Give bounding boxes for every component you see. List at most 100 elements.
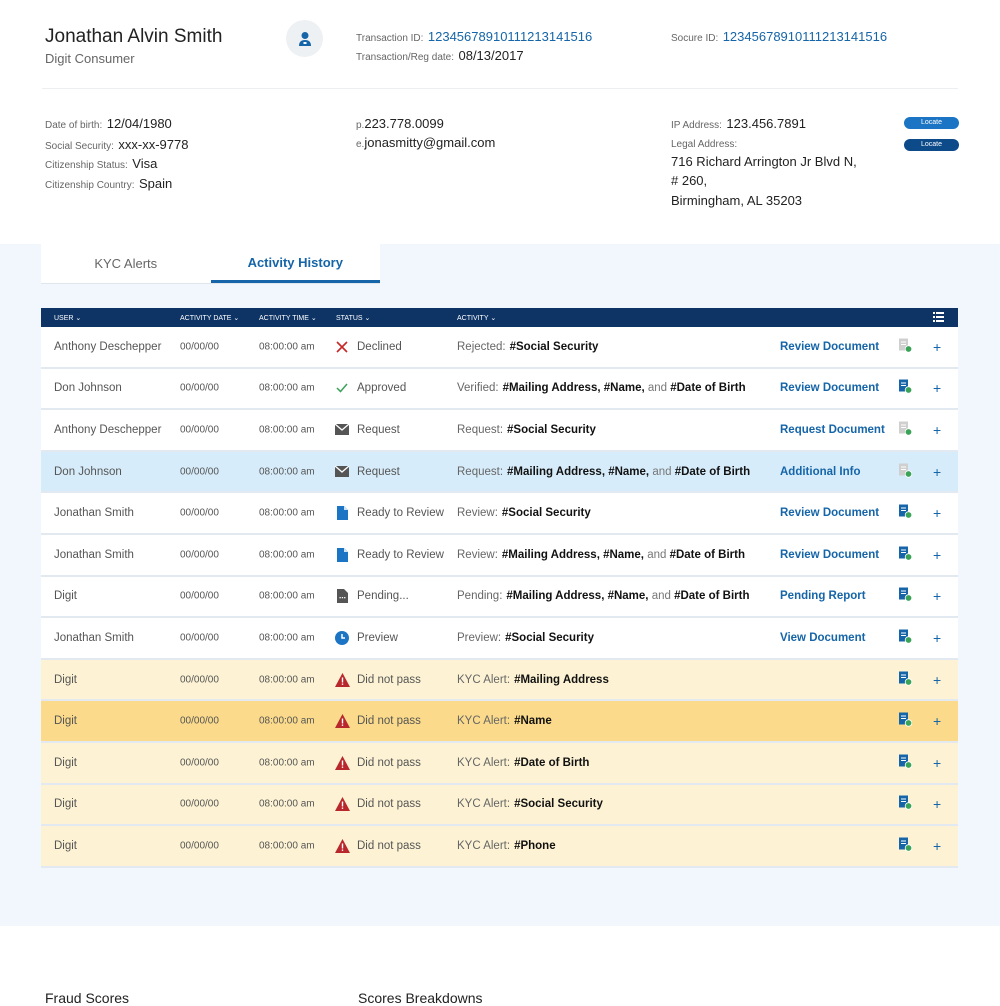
expand-plus-icon[interactable]: +	[933, 629, 942, 646]
action-link[interactable]: Pending Report	[780, 590, 866, 603]
column-activity-time[interactable]: ACTIVITY TIME ⌄	[259, 315, 317, 322]
activity: KYC Alert: #Date of Birth	[457, 757, 589, 769]
activity-tag: and	[644, 548, 670, 561]
customer-name: Jonathan Alvin Smith	[45, 26, 223, 47]
activity-time: 08:00:00 am	[259, 632, 315, 644]
document-check-icon[interactable]	[899, 754, 913, 771]
activity-tag: #Date of Birth	[674, 465, 751, 478]
table-row[interactable]: Anthony Deschepper 00/00/00 08:00:00 am Req…	[41, 410, 958, 452]
activity-tag: #Date of Birth	[514, 756, 590, 769]
table-row[interactable]: Jonathan Smith 00/00/00 08:00:00 am Ready t…	[41, 534, 958, 577]
table-row[interactable]: Digit 00/00/00 08:00:00 am Pending... Pendin…	[41, 576, 958, 619]
document-check-icon[interactable]	[899, 629, 913, 646]
action-link[interactable]: Additional Info	[780, 465, 861, 478]
activity-tag: #Social Security	[509, 340, 599, 353]
table-row[interactable]: Digit 00/00/00 08:00:00 am Did not pass KYC …	[41, 701, 958, 743]
table-row[interactable]: Jonathan Smith 00/00/00 08:00:00 am Ready t…	[41, 493, 958, 535]
action-link[interactable]: Request Document	[780, 423, 885, 436]
action-link[interactable]: Review Document	[780, 340, 880, 353]
table-row[interactable]: Digit 00/00/00 08:00:00 am Did not pass KYC …	[41, 784, 958, 827]
divider	[42, 88, 958, 89]
activity-date: 00/00/00	[180, 382, 219, 394]
locate-address-button[interactable]: Locate	[904, 139, 959, 151]
address-line-2: # 260,	[671, 173, 708, 188]
activity-type: KYC Alert:	[457, 798, 511, 811]
address-line-3: Birmingham, AL 35203	[671, 193, 803, 208]
activity-date: 00/00/00	[180, 341, 219, 353]
list-menu-icon[interactable]	[933, 312, 944, 324]
expand-plus-icon[interactable]: +	[933, 713, 942, 730]
locate-ip-button[interactable]: Locate	[904, 117, 959, 129]
table-row[interactable]: Don Johnson 00/00/00 08:00:00 am Request Req…	[41, 451, 958, 494]
expand-plus-icon[interactable]: +	[933, 796, 942, 813]
action-link[interactable]: View Document	[780, 631, 866, 644]
action-link[interactable]: Review Document	[780, 507, 880, 520]
expand-plus-icon[interactable]: +	[933, 505, 942, 522]
table-row[interactable]: Digit 00/00/00 08:00:00 am Did not pass KYC …	[41, 742, 958, 785]
document-check-icon[interactable]	[899, 463, 913, 480]
expand-plus-icon[interactable]: +	[933, 754, 942, 771]
tab-kyc-alerts[interactable]: KYC Alerts	[94, 256, 158, 271]
document-check-icon[interactable]	[899, 379, 913, 397]
socure-id: 12345678910111213141516	[722, 29, 888, 44]
activity-tag: #Date of Birth	[670, 382, 746, 395]
activity-tag: #Mailing Address, #Name,	[507, 465, 650, 478]
table-row[interactable]: Digit 00/00/00 08:00:00 am Did not pass KYC …	[41, 826, 958, 868]
document-check-icon[interactable]	[899, 671, 913, 688]
action-link[interactable]: Review Document	[780, 548, 880, 561]
column-activity[interactable]: ACTIVITY ⌄	[457, 315, 497, 322]
table-row[interactable]: Jonathan Smith 00/00/00 08:00:00 am Preview…	[41, 618, 958, 660]
activity-time: 08:00:00 am	[259, 549, 315, 561]
status: Did not pass	[357, 673, 421, 686]
expand-plus-icon[interactable]: +	[933, 546, 942, 563]
expand-plus-icon[interactable]: +	[933, 588, 942, 605]
table-row[interactable]: Digit 00/00/00 08:00:00 am Did not pass KYC …	[41, 659, 958, 702]
document-check-icon[interactable]	[899, 421, 913, 438]
user: Don Johnson	[54, 465, 122, 478]
warning-icon	[334, 713, 350, 729]
activity: KYC Alert: #Phone	[457, 840, 556, 852]
user: Don Johnson	[54, 382, 122, 395]
activity-tag: #Mailing Address	[514, 673, 609, 686]
user-icon	[298, 31, 311, 46]
action-link[interactable]: Review Document	[780, 382, 880, 395]
table-row[interactable]: Anthony Deschepper 00/00/00 08:00:00 am Dec…	[41, 327, 958, 369]
column-user[interactable]: USER ⌄	[54, 315, 82, 322]
expand-plus-icon[interactable]: +	[933, 380, 942, 397]
activity: Request: #Social Security	[457, 424, 596, 436]
activity-time: 08:00:00 am	[259, 507, 315, 519]
expand-plus-icon[interactable]: +	[933, 421, 942, 438]
status: Did not pass	[357, 798, 421, 811]
document-check-icon[interactable]	[899, 546, 913, 563]
activity-date: 00/00/00	[180, 840, 219, 852]
activity-type: KYC Alert:	[457, 715, 511, 728]
activity-tag: #Social Security	[505, 631, 594, 644]
user: Anthony Deschepper	[54, 423, 162, 436]
expand-plus-icon[interactable]: +	[933, 671, 942, 688]
document-check-icon[interactable]	[899, 837, 913, 854]
activity: Request: #Mailing Address, #Name, and #Da…	[457, 466, 750, 478]
citizenship-status: Visa	[132, 156, 158, 171]
document-check-icon[interactable]	[899, 712, 913, 730]
tab-activity-history[interactable]: Activity History	[210, 244, 380, 283]
user: Digit	[54, 715, 78, 728]
column-status[interactable]: STATUS ⌄	[336, 315, 371, 322]
document-check-icon[interactable]	[899, 504, 913, 522]
table-header: USER ⌄ ACTIVITY DATE ⌄ ACTIVITY TIME ⌄ S…	[41, 308, 958, 327]
table-row[interactable]: Don Johnson 00/00/00 08:00:00 am Approved Ve…	[41, 368, 958, 411]
expand-plus-icon[interactable]: +	[933, 463, 942, 480]
document-check-icon[interactable]	[899, 795, 913, 813]
ip-label: IP Address:	[671, 120, 722, 131]
citizenship-country-label: Citizenship Country:	[45, 180, 135, 191]
activity-type: Verified:	[457, 382, 499, 395]
activity-time: 08:00:00 am	[259, 341, 315, 353]
phone-label: p.	[356, 120, 365, 131]
user: Digit	[54, 756, 78, 769]
column-activity-date[interactable]: ACTIVITY DATE ⌄	[180, 315, 240, 322]
expand-plus-icon[interactable]: +	[933, 837, 942, 854]
document-check-icon[interactable]	[899, 338, 913, 355]
expand-plus-icon[interactable]: +	[933, 338, 942, 355]
activity: Rejected: #Social Security	[457, 341, 598, 353]
document-check-icon[interactable]	[899, 587, 913, 605]
activity-tag: and	[644, 382, 671, 395]
